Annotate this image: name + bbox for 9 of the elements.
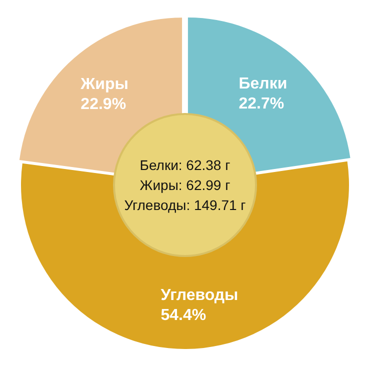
text: Углеводы: 149.71 г bbox=[123, 196, 247, 215]
slice-label: Белки bbox=[238, 75, 288, 92]
text: Белки: 62.38 г bbox=[138, 156, 232, 175]
data-label: 54.4% bbox=[160, 306, 206, 324]
slice-label: Углеводы bbox=[160, 286, 238, 304]
text: Жиры: 62.99 г bbox=[138, 176, 232, 195]
data-label: 22.9% bbox=[80, 96, 126, 113]
data-label: 22.7% bbox=[238, 95, 284, 112]
slice-label: Жиры bbox=[80, 76, 128, 93]
